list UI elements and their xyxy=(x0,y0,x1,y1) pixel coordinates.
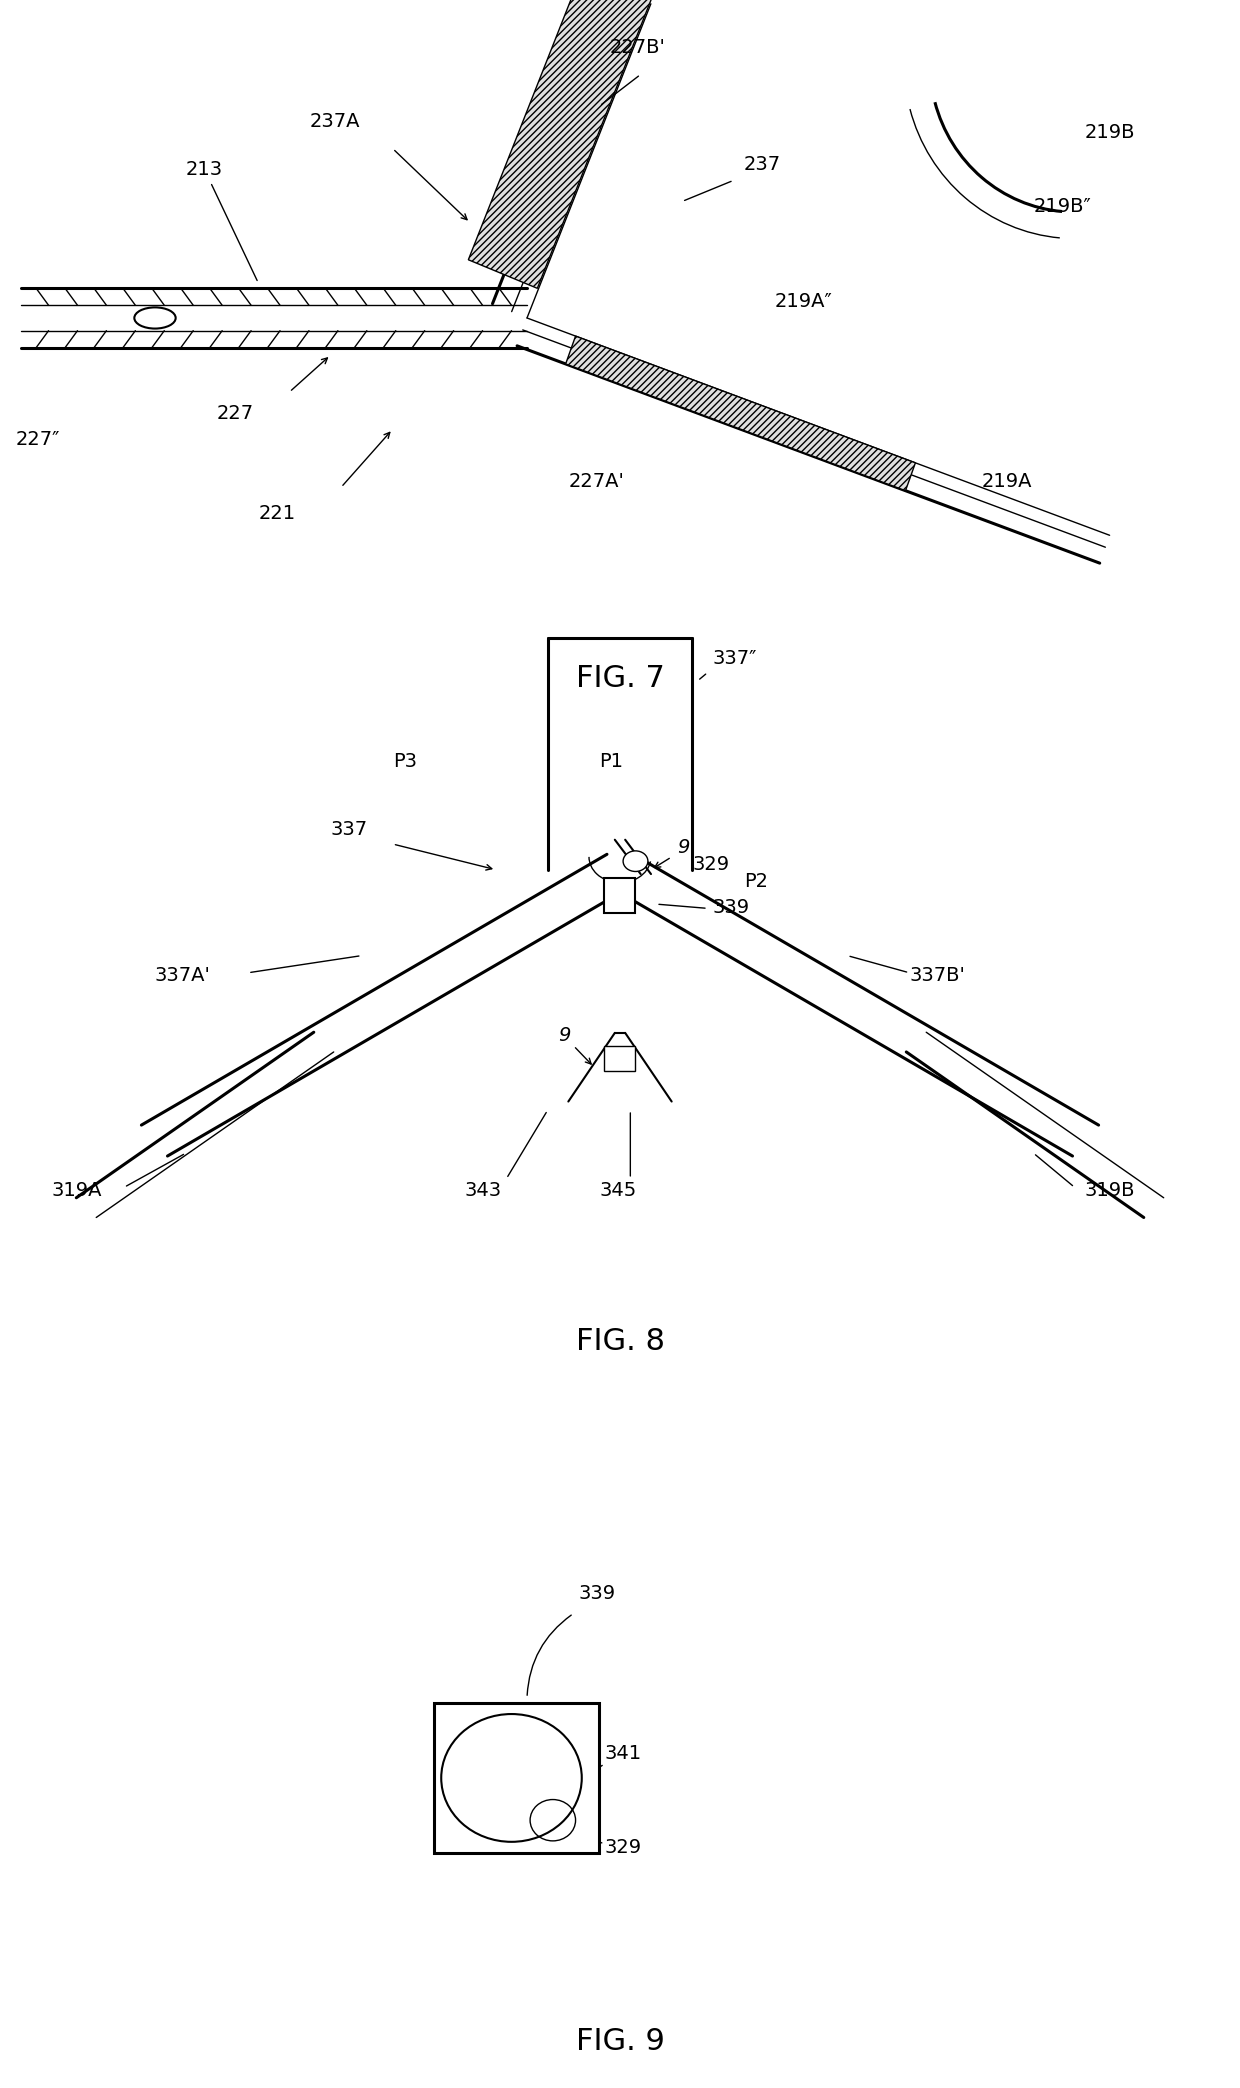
Text: FIG. 9: FIG. 9 xyxy=(575,2027,665,2055)
Text: 227: 227 xyxy=(217,403,254,422)
Text: 219B: 219B xyxy=(1085,123,1136,142)
Text: FIG. 7: FIG. 7 xyxy=(575,664,665,693)
Text: 9: 9 xyxy=(677,837,689,856)
Text: 337: 337 xyxy=(331,821,368,839)
Text: 227A': 227A' xyxy=(568,472,624,491)
Text: P1: P1 xyxy=(599,752,624,770)
Text: 221: 221 xyxy=(258,503,295,524)
Text: 337B': 337B' xyxy=(909,967,965,986)
Circle shape xyxy=(622,852,647,871)
Text: 219A: 219A xyxy=(982,472,1032,491)
Text: P3: P3 xyxy=(393,752,417,770)
Text: 219A″: 219A″ xyxy=(775,292,833,311)
Bar xyxy=(604,1046,635,1071)
Text: 343: 343 xyxy=(465,1182,502,1201)
Text: 337″: 337″ xyxy=(713,649,758,668)
Text: 339: 339 xyxy=(579,1585,616,1604)
Text: P2: P2 xyxy=(744,873,768,892)
Polygon shape xyxy=(565,336,915,491)
Text: FIG. 8: FIG. 8 xyxy=(575,1328,665,1357)
Text: 345: 345 xyxy=(599,1182,636,1201)
Text: 237A: 237A xyxy=(310,113,361,132)
Bar xyxy=(434,1704,599,1854)
Text: 227″: 227″ xyxy=(15,430,60,449)
Text: 9: 9 xyxy=(558,1027,570,1046)
Text: 319A: 319A xyxy=(52,1182,102,1201)
Text: 213: 213 xyxy=(186,161,257,280)
Text: 237: 237 xyxy=(744,155,781,173)
Text: 337A': 337A' xyxy=(155,967,211,986)
Text: 219B″: 219B″ xyxy=(1033,196,1091,215)
Text: 329: 329 xyxy=(604,1837,641,1856)
Bar xyxy=(604,879,635,912)
Polygon shape xyxy=(469,0,703,288)
Text: 329: 329 xyxy=(692,854,729,873)
Text: 227B': 227B' xyxy=(610,38,666,56)
Text: 341: 341 xyxy=(604,1743,641,1762)
Text: 319B: 319B xyxy=(1085,1182,1136,1201)
Text: 339: 339 xyxy=(713,898,750,917)
